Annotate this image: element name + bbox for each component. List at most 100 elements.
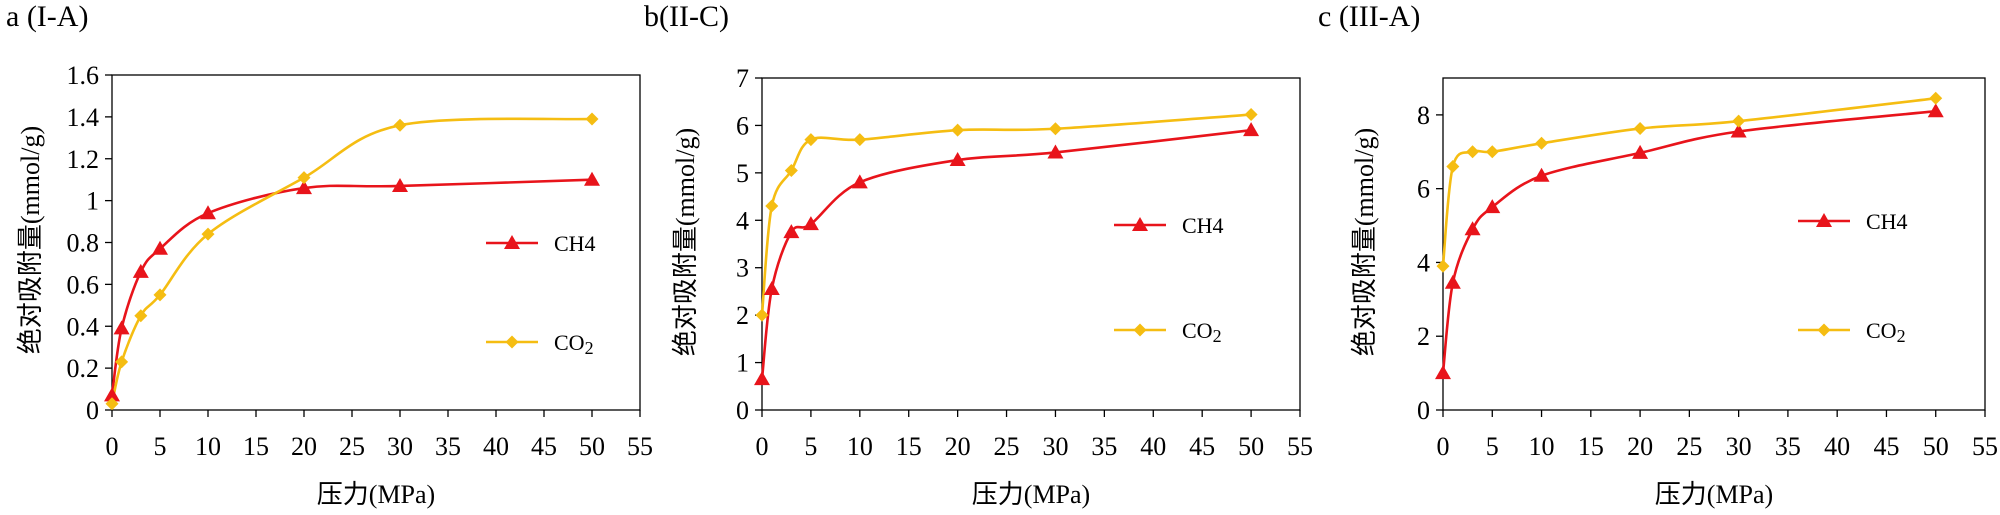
chart-c-x-tick-label: 25 <box>1676 432 1702 461</box>
chart-b-x-tick-label: 25 <box>994 432 1020 461</box>
chart-a-x-tick-label: 45 <box>531 432 557 461</box>
chart-a-legend-ch4-marker <box>504 235 520 249</box>
chart-b-series-co2-line <box>760 113 1252 316</box>
chart-a-x-tick-label: 50 <box>579 432 605 461</box>
chart-c-x-tick-label: 5 <box>1486 432 1499 461</box>
chart-a-y-tick-label: 0.2 <box>67 354 100 383</box>
chart-a-y-tick-label: 1.2 <box>67 145 100 174</box>
chart-c-ch4-point <box>1632 144 1649 159</box>
chart-a-y-tick-label: 1.4 <box>67 103 100 132</box>
chart-b-x-axis-label: 压力(MPa) <box>972 480 1090 509</box>
chart-b-series-ch4-line <box>760 128 1252 380</box>
chart-b-x-tick-label: 30 <box>1042 432 1068 461</box>
chart-c-plot-frame <box>1442 77 1986 411</box>
chart-c-series-ch4-line <box>1441 109 1936 374</box>
chart-c-x-tick-label: 10 <box>1529 432 1555 461</box>
chart-a-co2-point <box>201 227 215 241</box>
chart-b-x-tick-label: 20 <box>945 432 971 461</box>
chart-b-plot-frame <box>761 77 1301 411</box>
chart-c-x-tick-label: 30 <box>1726 432 1752 461</box>
chart-a-series-ch4-line <box>110 178 593 396</box>
chart-c-x-axis-label: 压力(MPa) <box>1655 480 1773 509</box>
chart-b-ch4-point <box>763 281 780 296</box>
chart-a-x-tick-label: 0 <box>106 432 119 461</box>
chart-c-series-co2-line <box>1441 96 1936 267</box>
chart-c-legend-ch4-label: CH4 <box>1866 209 1908 234</box>
chart-c-ch4-point <box>1444 274 1461 289</box>
chart-b-y-tick-label: 2 <box>736 301 749 330</box>
chart-b-y-tick-label: 7 <box>736 64 749 93</box>
chart-c-ch4-point <box>1435 365 1451 380</box>
chart-a-series-co2-line <box>110 117 593 405</box>
panel-c-title: c (III-A) <box>1318 0 1421 33</box>
chart-c-y-tick-label: 6 <box>1417 175 1430 204</box>
chart-b-y-tick-label: 5 <box>736 159 749 188</box>
chart-a-y-tick-label: 0 <box>86 396 99 425</box>
chart-a-legend-co2-label: CO2 <box>554 330 594 358</box>
chart-b-co2-point <box>804 133 818 147</box>
chart-b-co2-point <box>951 123 965 137</box>
chart-a-ch4-point <box>104 387 120 402</box>
chart-b-y-tick-label: 0 <box>736 396 749 425</box>
chart-b-co2-point <box>784 163 798 177</box>
chart-a-ch4-point <box>132 263 149 278</box>
chart-b-x-tick-label: 0 <box>756 432 769 461</box>
chart-a-ch4-point <box>296 180 312 195</box>
chart-c-ch4-point <box>1533 167 1550 182</box>
chart-c-x-tick-label: 20 <box>1627 432 1653 461</box>
chart-a-x-tick-label: 15 <box>243 432 269 461</box>
chart-c-x-tick-label: 45 <box>1873 432 1899 461</box>
chart-b-ch4-point <box>754 371 770 386</box>
chart-a-co2-point <box>105 397 119 411</box>
chart-b-x-tick-label: 15 <box>896 432 922 461</box>
chart-b-x-tick-label: 45 <box>1189 432 1215 461</box>
chart-b-y-tick-label: 6 <box>736 111 749 140</box>
chart-b-x-tick-label: 10 <box>847 432 873 461</box>
chart-a-y-tick-label: 1.6 <box>67 61 100 90</box>
chart-c-ch4-point <box>1484 199 1501 214</box>
chart-c-co2-point <box>1633 122 1647 136</box>
chart-c-x-tick-label: 55 <box>1972 432 1998 461</box>
chart-b-y-tick-label: 1 <box>736 349 749 378</box>
chart-a-y-tick-label: 1 <box>86 187 99 216</box>
chart-b-co2-point <box>853 133 867 147</box>
chart-b-x-tick-label: 55 <box>1287 432 1313 461</box>
chart-c-legend-ch4-marker <box>1816 213 1832 227</box>
chart-c-co2-point <box>1485 145 1499 159</box>
chart-a-x-tick-label: 55 <box>627 432 653 461</box>
chart-a-legend-ch4-label: CH4 <box>554 231 596 256</box>
chart-c-x-tick-label: 0 <box>1437 432 1450 461</box>
chart-b-y-tick-label: 3 <box>736 254 749 283</box>
chart-a-y-tick-label: 0.6 <box>67 270 100 299</box>
chart-b-co2-point <box>755 308 769 322</box>
chart-c-x-tick-label: 35 <box>1775 432 1801 461</box>
chart-c-co2-point <box>1436 259 1450 273</box>
chart-c-co2-point <box>1446 160 1460 174</box>
chart-c-y-tick-label: 8 <box>1417 101 1430 130</box>
chart-b-co2-point <box>1048 122 1062 136</box>
chart-a-x-axis-label: 压力(MPa) <box>317 480 435 509</box>
chart-b-x-tick-label: 5 <box>804 432 817 461</box>
chart-a-co2-point <box>153 288 167 302</box>
chart-b-ch4-point <box>802 216 819 231</box>
chart-a-co2-point <box>297 171 311 185</box>
chart-c-legend-co2-marker <box>1817 323 1831 337</box>
chart-b-legend-co2-marker <box>1133 323 1147 337</box>
chart-a-legend-co2-marker <box>505 335 519 349</box>
chart-a-ch4-point <box>200 205 216 220</box>
chart-c-x-tick-label: 15 <box>1578 432 1604 461</box>
chart-c-ch4-point <box>1927 103 1944 118</box>
chart-c-y-axis-label: 绝对吸附量(mmol/g) <box>1350 128 1379 356</box>
chart-a-co2-point <box>585 112 599 126</box>
chart-c-ch4-point <box>1464 221 1481 236</box>
chart-a-ch4-point <box>584 171 600 186</box>
chart-c-y-tick-label: 4 <box>1417 248 1430 277</box>
chart-c-co2-point <box>1929 91 1943 105</box>
chart-c-x-tick-label: 40 <box>1824 432 1850 461</box>
chart-b-co2-point <box>765 199 779 213</box>
chart-a-x-tick-label: 5 <box>154 432 167 461</box>
chart-c-ch4-point <box>1730 123 1747 138</box>
chart-b-ch4-point <box>851 174 868 189</box>
chart-b-legend-ch4-label: CH4 <box>1182 213 1224 238</box>
